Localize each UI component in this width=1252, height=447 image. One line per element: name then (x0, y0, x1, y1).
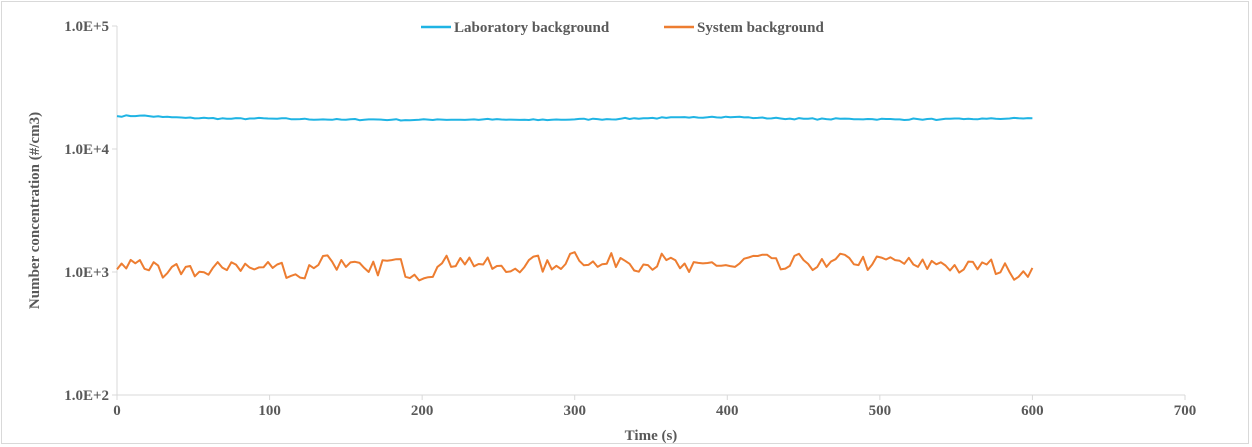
legend-label-laboratory: Laboratory background (454, 20, 610, 36)
y-tick-label: 1.0E+2 (64, 388, 109, 404)
series-lines (116, 114, 1034, 282)
y-tick-label: 1.0E+3 (64, 265, 109, 281)
axes (116, 26, 1185, 396)
series-line-laboratory (116, 114, 1033, 122)
x-axis-title: Time (s) (625, 428, 678, 444)
y-axis-title: Number concentration (#/cm3) (27, 112, 43, 309)
series-line-system (116, 251, 1034, 282)
legend: Laboratory background System background (421, 20, 824, 36)
x-tick-label: 300 (563, 403, 586, 419)
x-tick-label: 200 (411, 403, 434, 419)
y-tick-label: 1.0E+4 (64, 142, 109, 158)
x-tick-label: 100 (258, 403, 281, 419)
x-tick-labels: 0 100 200 300 400 500 600 700 (113, 403, 1196, 419)
x-tick-label: 0 (113, 403, 121, 419)
x-tick-label: 600 (1021, 403, 1044, 419)
x-tick-label: 700 (1174, 403, 1197, 419)
y-tick-labels: 1.0E+2 1.0E+3 1.0E+4 1.0E+5 (64, 19, 109, 404)
x-tick-label: 400 (716, 403, 739, 419)
legend-label-system: System background (697, 20, 824, 36)
x-tick-label: 500 (869, 403, 892, 419)
tick-marks (112, 25, 1186, 400)
y-tick-label: 1.0E+5 (64, 19, 109, 35)
